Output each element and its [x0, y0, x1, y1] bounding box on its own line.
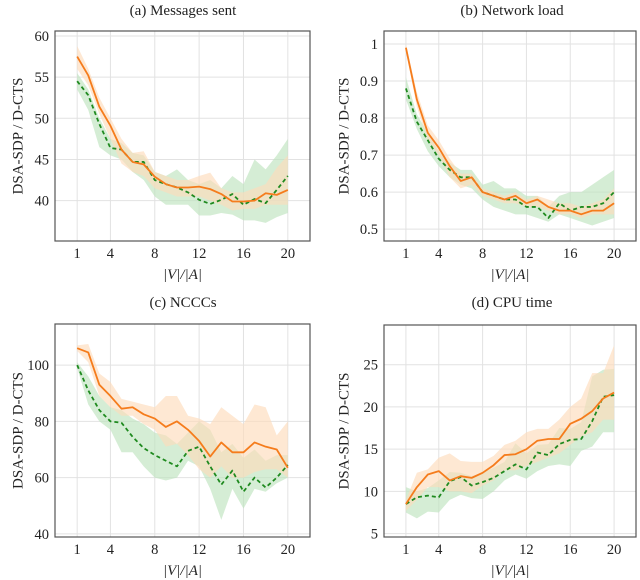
y-tick-label: 20: [364, 400, 379, 416]
y-tick-label: 55: [35, 70, 50, 86]
axes-frame: [383, 30, 637, 242]
x-tick-label: 8: [151, 246, 158, 262]
axes-frame: [383, 324, 637, 538]
subplot-a: 1 4 8 12 16 20 40 45 50 55 60 (a) Messages sent |V|/…: [10, 3, 311, 283]
x-tick-label: 4: [107, 542, 115, 558]
confidence-band-series-0: [405, 345, 615, 511]
subplot-b: 1 4 8 12 16 20 0.5 0.6 0.7 0.8 0.9 1 (b) Network loa…: [336, 3, 637, 283]
x-tick-label: 1: [402, 542, 409, 558]
y-tick-label: 0.5: [360, 222, 378, 238]
y-tick-label: 25: [364, 358, 379, 374]
y-axis-label: DSA-SDP / D-CTS: [10, 78, 26, 195]
confidence-band-series-0: [77, 45, 288, 211]
x-tick-label: 4: [435, 246, 443, 262]
confidence-band-series-1: [77, 73, 288, 223]
x-tick-label: 20: [281, 542, 296, 558]
y-axis-label: DSA-SDP / D-CTS: [10, 372, 26, 489]
confidence-band-series-0: [405, 43, 615, 219]
x-tick-label: 16: [236, 542, 251, 558]
axes-frame: [54, 323, 311, 538]
plot-area: [405, 345, 615, 519]
y-tick-label: 60: [35, 471, 50, 487]
plot-area: [405, 43, 615, 226]
series-line-0: [405, 47, 615, 216]
series-line-1: [405, 394, 615, 505]
x-tick-label: 1: [74, 542, 81, 558]
series-line-0: [76, 347, 289, 469]
x-tick-label: 12: [192, 542, 207, 558]
confidence-band-series-0: [77, 343, 288, 478]
plot-area: [76, 45, 289, 223]
y-tick-label: 40: [35, 194, 50, 210]
x-tick-label: 4: [107, 246, 115, 262]
x-tick-label: 20: [607, 542, 622, 558]
y-tick-label: 0.9: [360, 74, 378, 90]
y-tick-label: 10: [364, 484, 379, 500]
y-tick-label: 50: [35, 111, 50, 127]
y-tick-label: 80: [35, 414, 50, 430]
x-tick-label: 8: [479, 246, 486, 262]
chart-title: (d) CPU time: [472, 295, 553, 311]
x-axis-label: |V|/|A|: [491, 267, 530, 283]
x-tick-label: 20: [607, 246, 622, 262]
y-tick-label: 15: [364, 442, 379, 458]
x-tick-label: 16: [236, 246, 251, 262]
chart-title: (b) Network load: [460, 3, 564, 19]
x-tick-label: 8: [479, 542, 486, 558]
y-tick-label: 1: [371, 37, 378, 53]
y-tick-label: 0.8: [360, 111, 378, 127]
chart-title: (a) Messages sent: [130, 3, 237, 19]
y-tick-label: 60: [35, 29, 50, 45]
x-tick-label: 16: [563, 542, 578, 558]
subplot-d: 1 4 8 12 16 20 5 10 15 20 25 (d) CPU time |V|/|A| DSA…: [336, 295, 637, 579]
series-line-0: [76, 56, 289, 203]
x-tick-label: 12: [192, 246, 207, 262]
y-tick-label: 0.6: [360, 185, 378, 201]
axes-frame: [54, 30, 311, 242]
x-tick-label: 16: [563, 246, 578, 262]
x-tick-label: 20: [281, 246, 296, 262]
subplot-c: 1 4 8 12 16 20 40 60 80 100 (c) NCCCs |V|/|A| DSA-SD…: [10, 295, 311, 579]
chart-title: (c) NCCCs: [149, 295, 216, 311]
x-axis-label: |V|/|A|: [491, 563, 530, 579]
y-tick-label: 0.7: [360, 148, 378, 164]
series-line-0: [405, 391, 615, 505]
x-tick-label: 4: [435, 542, 443, 558]
y-axis-label: DSA-SDP / D-CTS: [336, 78, 352, 195]
y-tick-label: 5: [371, 527, 378, 543]
x-tick-label: 8: [151, 542, 158, 558]
y-tick-label: 45: [35, 152, 50, 168]
y-tick-label: 100: [27, 358, 49, 374]
series-line-1: [76, 364, 289, 493]
x-tick-label: 12: [519, 246, 534, 262]
plot-area: [76, 343, 289, 520]
y-axis-label: DSA-SDP / D-CTS: [336, 373, 352, 490]
x-axis-label: |V|/|A|: [163, 563, 202, 579]
x-axis-label: |V|/|A|: [163, 267, 202, 283]
x-tick-label: 1: [402, 246, 409, 262]
x-tick-label: 12: [519, 542, 534, 558]
y-tick-label: 40: [35, 527, 50, 543]
x-tick-label: 1: [74, 246, 81, 262]
series-line-1: [405, 88, 615, 219]
